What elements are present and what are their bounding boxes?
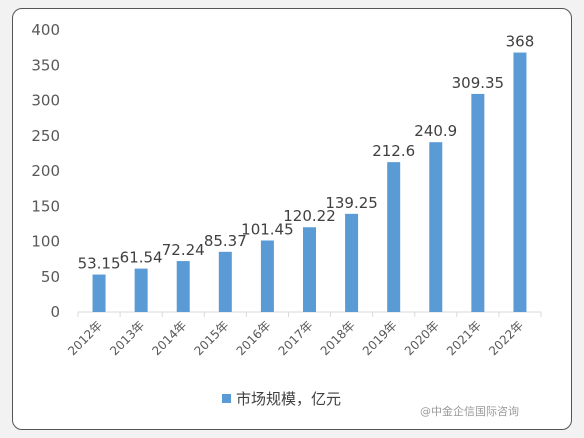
legend-label: 市场规模，亿元 [236, 390, 341, 408]
y-tick-label: 400 [31, 21, 60, 39]
x-tick-label: 2019年 [360, 318, 400, 358]
bar [303, 227, 316, 312]
bar [218, 251, 232, 312]
data-label: 139.25 [325, 194, 378, 212]
x-tick-label: 2015年 [191, 318, 231, 358]
data-label: 53.15 [78, 255, 121, 273]
data-label: 240.9 [414, 122, 457, 140]
y-axis: 0 50 100 150 200 250 300 350 400 [31, 21, 60, 321]
bars [92, 52, 527, 313]
data-label: 120.22 [283, 207, 336, 225]
data-label: 101.45 [241, 220, 294, 238]
data-label: 309.35 [452, 74, 505, 92]
y-tick-label: 350 [31, 56, 60, 74]
bar [471, 93, 485, 312]
y-tick-label: 200 [31, 162, 60, 180]
legend: 市场规模，亿元 [222, 390, 341, 408]
x-tick-label: 2021年 [444, 318, 484, 358]
watermark: @中金企信国际咨询 [420, 404, 519, 418]
bar [176, 261, 190, 312]
x-tick-label: 2020年 [402, 318, 442, 358]
y-tick-label: 50 [41, 268, 60, 286]
bar [260, 240, 274, 312]
y-tick-label: 150 [31, 197, 60, 215]
x-tick-label: 2012年 [65, 318, 105, 358]
bar [134, 268, 148, 312]
data-label: 85.37 [204, 232, 247, 250]
x-axis: 2012年 2013年 2014年 2015年 2016年 2017年 2018年 2019年… [65, 311, 542, 358]
x-tick-label: 2014年 [149, 318, 189, 358]
data-label: 368 [506, 33, 535, 51]
x-tick-label: 2016年 [234, 318, 274, 358]
x-tick-label: 2022年 [486, 318, 526, 358]
bar [513, 52, 527, 313]
y-tick-label: 100 [31, 233, 60, 251]
bar [345, 213, 359, 312]
x-tick-label: 2017年 [276, 318, 316, 358]
bar [387, 162, 401, 312]
data-label: 61.54 [120, 249, 163, 267]
legend-swatch [222, 394, 231, 403]
y-tick-label: 250 [31, 127, 60, 145]
y-tick-label: 300 [31, 92, 60, 110]
x-tick-label: 2018年 [318, 318, 358, 358]
y-tick-label: 0 [50, 303, 60, 321]
bar [429, 142, 443, 312]
bar [92, 274, 106, 312]
data-label: 212.6 [372, 142, 415, 160]
x-tick-label: 2013年 [107, 318, 147, 358]
data-label: 72.24 [162, 241, 205, 259]
